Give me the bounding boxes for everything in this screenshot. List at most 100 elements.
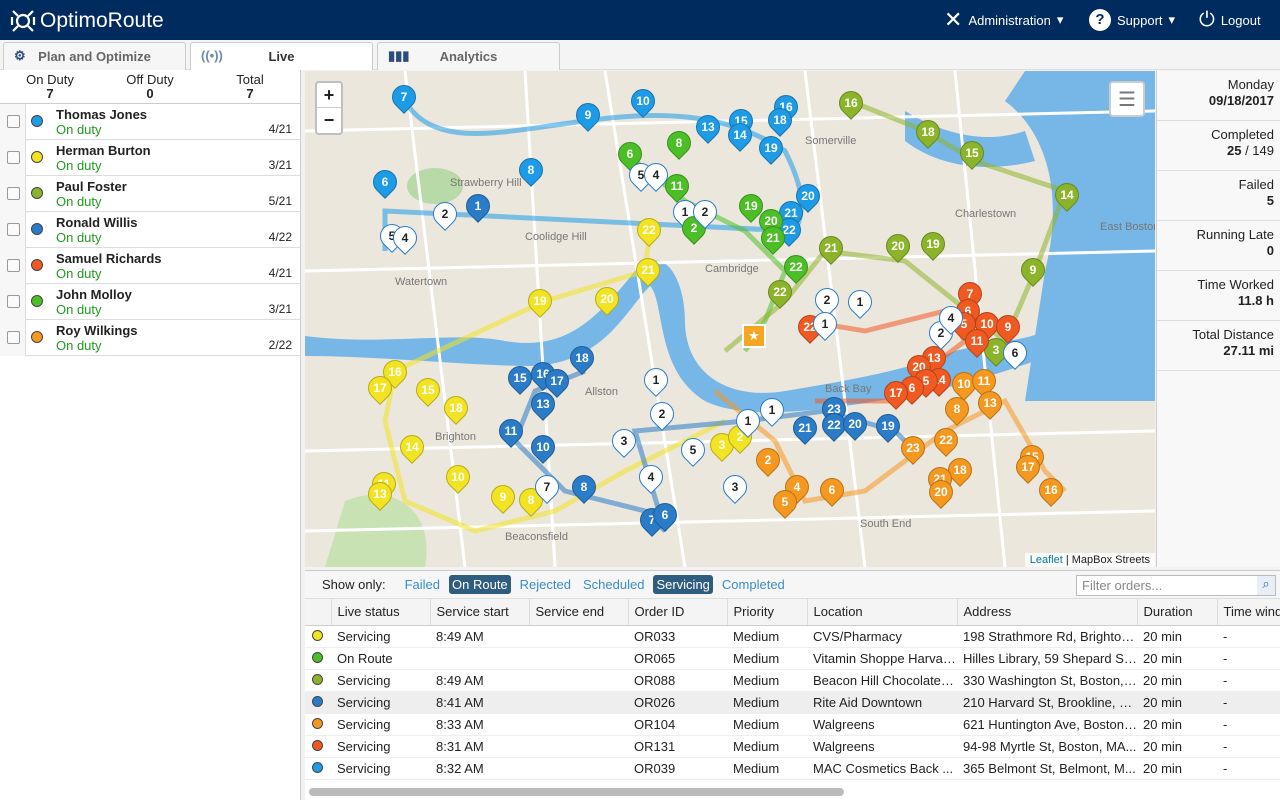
driver-name: Thomas Jones [56, 107, 148, 122]
filter-on-route[interactable]: On Route [449, 575, 511, 594]
driver-row[interactable]: Herman Burton On duty 3/21 [0, 140, 300, 176]
horizontal-scrollbar[interactable] [309, 788, 844, 796]
marker-label: 2 [701, 205, 709, 219]
marker-label: 4 [652, 168, 660, 182]
tab-label: Live [268, 49, 295, 64]
driver-row[interactable]: Ronald Willis On duty 4/22 [0, 212, 300, 248]
zoom-control: + − [315, 81, 343, 135]
driver-name: Herman Burton [56, 143, 151, 158]
brand-name: OptimoRoute [40, 9, 164, 32]
driver-checkbox[interactable] [7, 151, 20, 164]
marker-label: 16 [1044, 483, 1058, 497]
cell-status: Servicing [331, 691, 430, 714]
marker-label: 1 [768, 403, 776, 417]
marker-label: 5 [960, 317, 968, 331]
order-row[interactable]: On Route OR065 Medium Vitamin Shoppe Harvar… [305, 647, 1280, 670]
column-header[interactable]: Time window [1217, 599, 1280, 626]
order-row[interactable]: Servicing 8:33 AM OR104 Medium Walgreens 621 … [305, 713, 1280, 736]
column-header[interactable]: Order ID [628, 599, 728, 626]
filter-rejected[interactable]: Rejected [519, 577, 571, 592]
marker-label: 20 [600, 292, 614, 306]
column-header[interactable]: Service end [529, 599, 629, 626]
column-header[interactable]: Address [957, 599, 1138, 626]
broadcast-icon: ((•)) [201, 48, 223, 63]
order-row[interactable]: Servicing 8:32 AM OR039 Medium MAC Cosmetics… [305, 757, 1280, 780]
marker-label: 19 [764, 141, 778, 155]
mystic-river [905, 111, 1035, 167]
column-header[interactable]: Live status [331, 599, 431, 626]
status-dot [312, 717, 323, 729]
map-place-label: Allston [585, 386, 619, 398]
order-row[interactable]: Servicing 8:49 AM OR088 Medium Beacon Hill C… [305, 669, 1280, 692]
map-place-label: Strawberry Hill [450, 177, 522, 189]
driver-status: On duty [56, 194, 102, 209]
filter-scheduled[interactable]: Scheduled [582, 577, 645, 592]
gear-icon: ⚙ [14, 48, 26, 63]
marker-label: 13 [536, 397, 550, 411]
caret-down-icon: ▾ [1168, 12, 1176, 27]
driver-status: On duty [56, 230, 102, 245]
administration-menu[interactable]: ✕ Administration ▾ [944, 0, 1063, 40]
filter-completed[interactable]: Completed [721, 577, 785, 592]
cell-tw: - [1217, 625, 1280, 648]
driver-status: On duty [56, 266, 102, 281]
depot-star-icon[interactable]: ★ [742, 324, 766, 348]
driver-color-dot [31, 259, 43, 271]
filter-failed[interactable]: Failed [404, 577, 441, 592]
search-icon[interactable]: ⌕ [1257, 576, 1275, 595]
driver-row[interactable]: Thomas Jones On duty 4/21 [0, 104, 300, 140]
marker-label: 8 [953, 402, 961, 416]
filter-orders-input[interactable]: Filter orders... ⌕ [1076, 575, 1276, 596]
tab-plan-and-optimize[interactable]: ⚙ Plan and Optimize [3, 42, 186, 70]
driver-checkbox[interactable] [7, 331, 20, 344]
driver-row[interactable]: Paul Foster On duty 5/21 [0, 176, 300, 212]
driver-checkbox[interactable] [7, 187, 20, 200]
driver-name: Ronald Willis [56, 215, 138, 230]
driver-row[interactable]: Roy Wilkings On duty 2/22 [0, 320, 300, 356]
driver-color-dot [31, 151, 43, 163]
caret-down-icon: ▾ [1056, 12, 1064, 27]
driver-checkbox[interactable] [7, 295, 20, 308]
driver-row[interactable]: John Molloy On duty 3/21 [0, 284, 300, 320]
zoom-in-button[interactable]: + [317, 83, 341, 108]
marker-label: 2 [764, 453, 772, 467]
map[interactable]: Strawberry Hill Coolidge Hill Watertown Cam… [305, 71, 1155, 567]
column-header[interactable]: Duration [1137, 599, 1218, 626]
layers-button[interactable]: ☰ [1109, 81, 1145, 117]
marker-label: 5 [922, 374, 930, 388]
logout-button[interactable]: ⏻ Logout [1199, 0, 1261, 40]
driver-checkbox[interactable] [7, 115, 20, 128]
driver-checkbox[interactable] [7, 259, 20, 272]
status-color-cell [305, 713, 331, 736]
driver-row[interactable]: Samuel Richards On duty 4/21 [0, 248, 300, 284]
marker-label: 17 [889, 386, 903, 400]
column-header[interactable]: Location [807, 599, 958, 626]
main-tabs: ⚙ Plan and Optimize ((•)) Live ▮▮▮ Analytic… [0, 40, 1280, 70]
marker-label: 4 [401, 231, 409, 245]
filter-servicing[interactable]: Servicing [653, 575, 713, 594]
marker-label: 16 [844, 96, 858, 110]
show-only-label: Show only: [322, 577, 386, 592]
cell-priority: Medium [727, 625, 807, 648]
marker-label: 11 [977, 374, 991, 388]
order-row[interactable]: Servicing 8:41 AM OR026 Medium Rite Aid Down… [305, 691, 1280, 714]
marker-label: 3 [731, 480, 739, 494]
tab-live[interactable]: ((•)) Live [190, 42, 373, 70]
order-row[interactable]: Servicing 8:49 AM OR033 Medium CVS/Pharmacy 1… [305, 625, 1280, 648]
cell-duration: 20 min [1137, 691, 1217, 714]
cell-address: 365 Belmont St, Belmont, M... [957, 757, 1137, 780]
cell-address: 94-98 Myrtle St, Boston, MA... [957, 735, 1137, 758]
column-header[interactable]: Priority [727, 599, 808, 626]
tab-analytics[interactable]: ▮▮▮ Analytics [377, 42, 560, 70]
column-header[interactable]: Service start [430, 599, 530, 626]
top-header: OptimoRoute ✕ Administration ▾ ? Support ▾… [0, 0, 1280, 40]
support-menu[interactable]: ? Support ▾ [1089, 0, 1175, 40]
driver-checkbox[interactable] [7, 223, 20, 236]
driver-progress: 4/21 [268, 122, 292, 136]
order-row[interactable]: Servicing 8:31 AM OR131 Medium Walgreens 94-9… [305, 735, 1280, 758]
leaflet-link[interactable]: Leaflet [1029, 554, 1063, 566]
marker-label: 10 [957, 377, 971, 391]
brand-logo[interactable]: OptimoRoute [10, 8, 164, 34]
marker-label: 9 [1029, 263, 1037, 277]
zoom-out-button[interactable]: − [323, 110, 335, 130]
